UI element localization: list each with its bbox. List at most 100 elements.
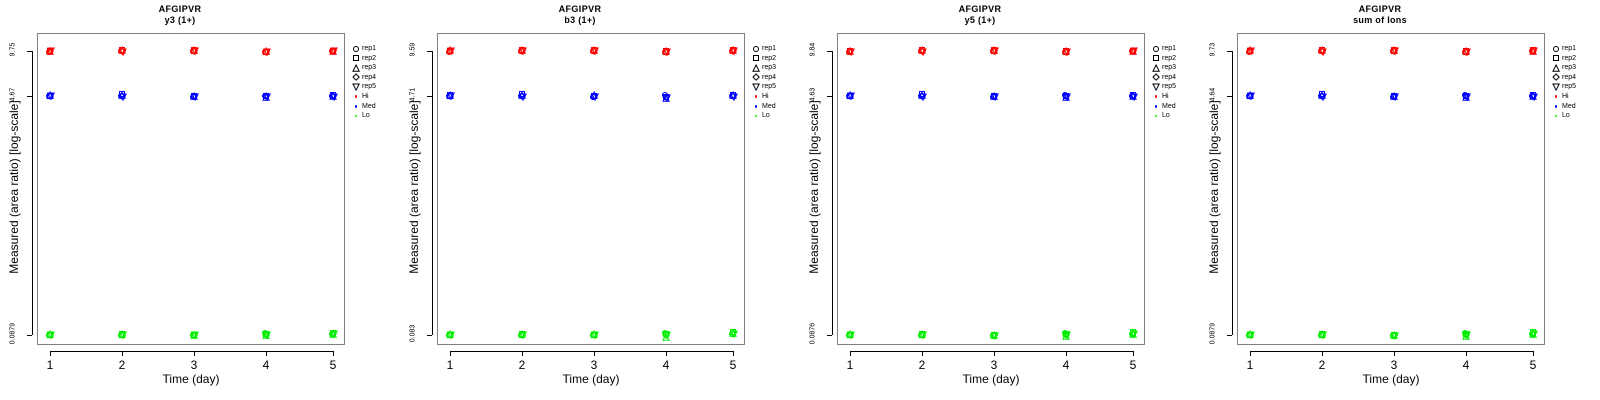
diamond-icon [1150,73,1162,83]
legend-item: rep5 [1150,82,1198,92]
legend-item-label: Med [1162,102,1176,110]
legend-item-label: rep4 [362,73,377,81]
legend-item-label: rep2 [762,54,777,62]
circle-icon [750,44,762,54]
legend-item: rep5 [750,82,798,92]
dot-icon [1154,95,1158,99]
diamond-icon [350,73,362,83]
panel-subtitle: y5 (1+) [964,15,996,25]
legend-item: rep3 [350,63,398,73]
dot-icon [1554,104,1558,108]
chart-panel: AFGIPVR y3 (1+) Measured (area ratio) [log… [0,0,400,400]
y-axis-tick-label: 4.63 [809,87,817,102]
data-point-square-icon [352,55,360,62]
y-axis-tick [27,335,32,336]
panel-subtitle: y3 (1+) [164,15,196,25]
data-point-square-icon [752,55,760,62]
dot-icon [1150,102,1162,112]
x-axis-line [50,351,333,352]
legend-item: Med [750,102,798,112]
legend-item: rep4 [1150,73,1198,83]
dot-icon [1150,111,1162,121]
y-axis-tick-label: 0.0876 [809,322,817,345]
dot-icon [1554,114,1558,118]
legend-item: Med [350,102,398,112]
y-axis-tick-label: 9.75 [9,42,17,57]
y-axis-tick-label: 0.0879 [9,322,17,345]
dot-icon [1550,92,1562,102]
x-axis-tick-label: 4 [662,358,670,372]
dot-icon [750,102,762,112]
x-axis-tick-label: 5 [1129,358,1137,372]
legend-item: rep3 [750,63,798,73]
chart-panel: AFGIPVR b3 (1+) Measured (area ratio) [log… [400,0,800,400]
legend-item: rep2 [1550,54,1598,64]
x-axis-tick-label: 4 [1062,358,1070,372]
y-axis-tick [27,96,32,97]
legend-item-label: Hi [362,92,369,100]
dot-icon [354,95,358,99]
dot-icon [1150,92,1162,102]
legend-item: rep3 [1150,63,1198,73]
legend-item-label: rep1 [1562,45,1577,52]
x-axis-tick-label: 4 [1462,358,1470,372]
x-axis-tick-label: 2 [118,358,126,372]
legend-item: Hi [1150,92,1198,102]
legend-item-label: Hi [762,92,769,100]
plot-area [37,33,345,345]
legend-item: rep1 [1550,44,1598,54]
y-axis-tick-label: 0.0879 [1209,322,1217,345]
triangle-down-icon [750,82,762,92]
x-axis-tick [1322,351,1323,356]
legend-item-label: Hi [1562,92,1569,100]
x-axis-tick [994,351,995,356]
square-icon [750,54,762,64]
y-axis-tick-label: 4.64 [1209,87,1217,102]
x-axis-tick [922,351,923,356]
dot-icon [1154,104,1158,108]
x-axis-label: Time (day) [562,372,620,386]
legend-item-label: Lo [1562,112,1570,120]
x-axis-tick [450,351,451,356]
dot-icon [750,92,762,102]
legend-item: rep3 [1550,63,1598,73]
x-axis-label: Time (day) [1362,372,1420,386]
square-icon [1150,54,1162,64]
x-axis-tick [850,351,851,356]
legend-item-label: rep5 [762,83,777,91]
x-axis-tick [1394,351,1395,356]
legend-item-label: rep4 [1562,73,1577,81]
y-axis-tick-label: 9.73 [1209,42,1217,57]
x-axis-tick-label: 1 [846,358,854,372]
y-axis-tick [1227,96,1232,97]
dot-icon [754,104,758,108]
legend-item: rep4 [1550,73,1598,83]
legend-item: Med [1150,102,1198,112]
x-axis-tick [1066,351,1067,356]
plot-area [437,33,745,345]
x-axis-tick [50,351,51,356]
triangle-down-icon [350,82,362,92]
y-axis-tick [827,96,832,97]
legend-item: Lo [1150,111,1198,121]
legend-item-label: Hi [1162,92,1169,100]
plot-area [1237,33,1545,345]
y-axis-tick [427,96,432,97]
x-axis-tick [1533,351,1534,356]
square-icon [1550,54,1562,64]
dot-icon [754,114,758,118]
legend-item-label: Med [762,102,776,110]
x-axis-tick-label: 5 [1529,358,1537,372]
x-axis-tick [594,351,595,356]
legend-item-label: rep1 [762,45,777,52]
triangle-up-icon [350,63,362,73]
dot-icon [350,111,362,121]
legend-item-label: rep3 [762,64,777,72]
legend-item: rep2 [750,54,798,64]
dot-icon [750,111,762,121]
y-axis-tick-label: 0.083 [409,324,417,343]
panel-title: AFGIPVR [958,4,1002,14]
legend-item: rep2 [1150,54,1198,64]
legend-item-label: Med [1562,102,1576,110]
